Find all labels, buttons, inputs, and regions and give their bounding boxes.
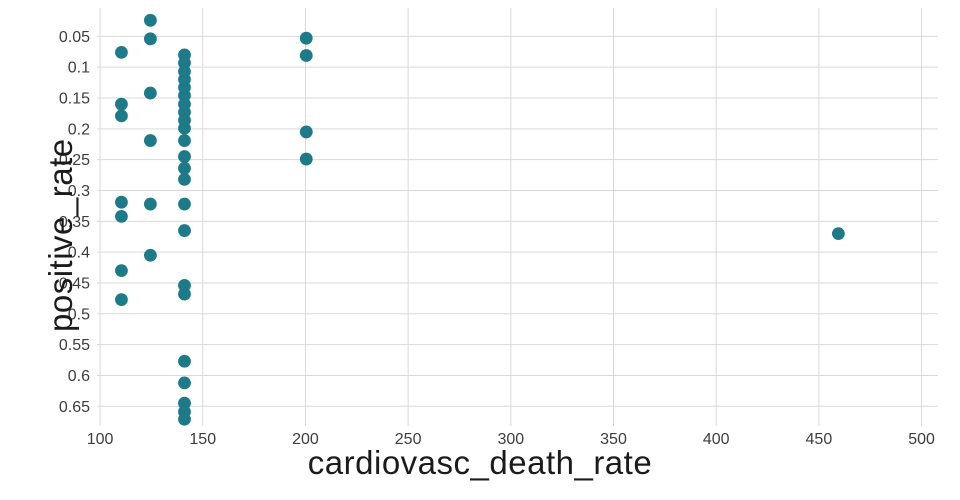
data-point [178,354,191,368]
y-tick-label: 0.55 [59,337,90,354]
data-point [115,45,128,59]
y-tick-label: 0.35 [59,214,90,231]
x-tick-label: 200 [292,431,319,448]
y-tick-label: 0.2 [68,121,90,138]
x-tick-label: 250 [395,431,422,448]
data-point [115,195,128,209]
data-point [143,86,157,100]
x-axis-title: cardiovasc_death_rate [307,444,653,481]
data-point [178,161,191,175]
data-point [178,121,191,135]
data-point [299,125,313,139]
data-point [178,172,191,186]
data-point [178,197,191,211]
data-point [178,150,191,163]
data-point [115,209,128,223]
data-point [178,287,191,301]
x-tick-label: 150 [189,431,216,448]
data-point [143,248,157,262]
y-tick-label: 0.5 [68,306,90,323]
data-point [178,134,191,147]
y-tick-label: 0.65 [59,399,90,416]
data-point [178,224,191,237]
data-point [143,134,157,147]
y-tick-label: 0.25 [59,152,90,169]
y-tick-label: 0.05 [59,29,90,46]
x-tick-label: 100 [87,431,114,448]
data-point [115,264,128,278]
data-point [178,376,191,390]
data-point [143,197,157,211]
data-point [178,412,191,426]
data-point [299,49,313,62]
data-point [299,152,313,166]
y-tick-label: 0.15 [59,91,90,108]
y-tick-label: 0.1 [68,60,90,77]
x-tick-label: 450 [806,431,833,448]
x-tick-label: 300 [497,431,524,448]
x-tick-label: 500 [908,431,935,448]
data-point [115,293,128,307]
x-tick-label: 400 [703,431,730,448]
data-point [115,97,128,111]
data-point [299,31,313,45]
x-tick-label: 350 [600,431,627,448]
y-tick-label: 0.4 [68,245,90,262]
y-tick-label: 0.45 [59,275,90,292]
data-point [143,13,157,27]
y-tick-label: 0.3 [68,183,90,200]
y-axis-title: positive_rate [42,138,79,332]
data-point [831,227,845,241]
data-point [115,109,128,123]
y-tick-label: 0.6 [68,368,90,385]
data-point [143,32,157,46]
